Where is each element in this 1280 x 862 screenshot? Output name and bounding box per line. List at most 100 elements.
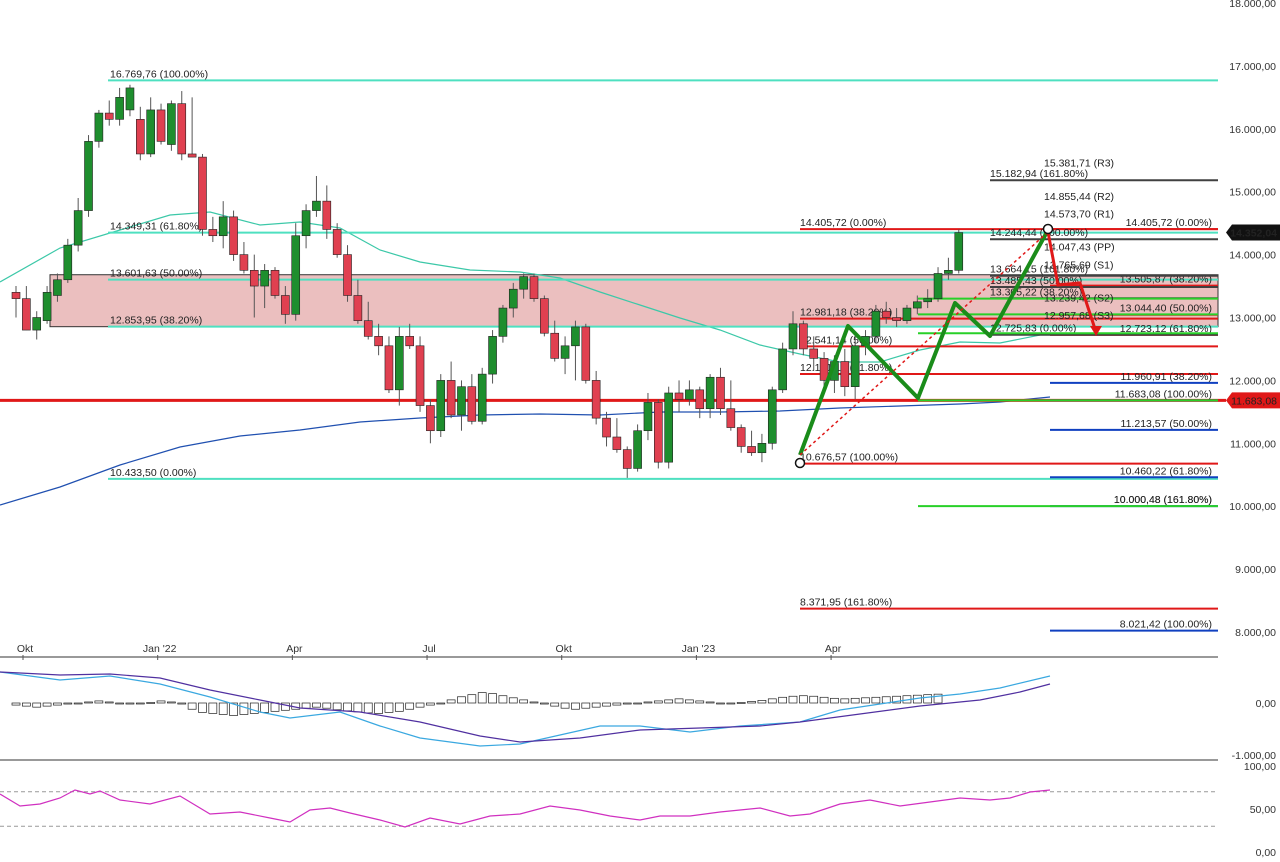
macd-line <box>0 671 1051 743</box>
macd-histogram-bar <box>343 702 352 712</box>
candle-body <box>519 276 528 290</box>
macd-tick-label: -1.000,00 <box>1232 750 1277 762</box>
macd-histogram-bar <box>363 702 373 714</box>
candle-body <box>384 345 394 391</box>
price-axis[interactable]: 18.000,00 17.000,00 16.000,00 15.000,00 14.0… <box>1226 0 1280 639</box>
macd-histogram-bar <box>135 702 145 705</box>
macd-histogram-bar <box>819 696 829 704</box>
candle-body <box>115 97 124 120</box>
macd-histogram-bar <box>602 702 611 707</box>
candle-body <box>301 210 311 237</box>
fib-level-label: 12.725,83 (0.00%) <box>990 323 1076 335</box>
candle-body <box>778 348 787 391</box>
candle-body <box>436 380 446 432</box>
macd-histogram-bar <box>281 702 290 711</box>
candle-body <box>208 229 218 237</box>
candle-body <box>540 298 549 334</box>
macd-histogram-bar <box>332 702 342 711</box>
candle-body <box>198 156 207 230</box>
candle-body <box>156 109 166 142</box>
candle-body <box>363 320 373 337</box>
macd-histogram-bar <box>84 701 93 704</box>
candle-body <box>809 348 819 359</box>
candle-body <box>167 103 176 145</box>
macd-histogram-bar <box>664 699 674 704</box>
fib-level-label: 16.769,76 (100.00%) <box>110 68 208 80</box>
time-label: Apr <box>286 643 303 655</box>
macd-histogram-bar <box>778 696 787 704</box>
candle-body <box>73 210 83 246</box>
fib-level-label: 10.000,48 (161.80%) <box>1114 494 1212 506</box>
candle-body <box>954 232 964 271</box>
candle-body <box>840 361 850 387</box>
macd-histogram-bar <box>198 702 207 713</box>
macd-histogram-bar <box>612 702 622 706</box>
macd-histogram-bar <box>42 702 52 707</box>
candle-body <box>716 376 725 410</box>
candle-body <box>612 436 622 450</box>
candle-body <box>633 430 642 469</box>
macd-histogram-bar <box>581 702 591 709</box>
candle-body <box>550 332 560 359</box>
fib-level-label: 13.601,63 (50.00%) <box>110 268 202 280</box>
green-level-label: 10.000,48 (161.80%) <box>1114 494 1212 506</box>
rsi-tick-label: 50,00 <box>1250 804 1276 816</box>
green-wave-line <box>798 229 1050 456</box>
candle-body <box>136 119 145 155</box>
candle-body <box>508 288 518 309</box>
fib-level-label: 10.460,22 (61.80%) <box>1120 465 1212 477</box>
macd-histogram-bar <box>125 702 135 705</box>
macd-tick-label: 0,00 <box>1256 698 1277 710</box>
fib-level-label: 11.213,57 (50.00%) <box>1121 418 1212 430</box>
fib-level-label: 12.981,18 (38.20%) <box>800 307 892 319</box>
candle-body <box>281 295 290 315</box>
time-label: Jul <box>422 643 435 655</box>
macd-histogram-bar <box>643 701 653 704</box>
macd-histogram-bar <box>695 700 705 704</box>
macd-histogram-bar <box>809 695 819 704</box>
macd-histogram-bar <box>436 702 446 705</box>
macd-histogram-bar <box>674 698 684 704</box>
price-tick-label: 17.000,00 <box>1229 61 1276 73</box>
macd-histogram-bar <box>374 702 383 714</box>
candle-body <box>643 402 653 432</box>
rsi-tick-label: 0,00 <box>1256 847 1277 859</box>
candle-body <box>187 153 197 158</box>
candle-body <box>726 408 736 428</box>
red-dotted-trend <box>799 231 1049 456</box>
candle-body <box>736 427 746 447</box>
macd-histogram-bar <box>788 695 798 704</box>
candle-body <box>685 389 694 400</box>
candle-body <box>871 310 881 337</box>
fib-level-label: 11.960,91 (38.20%) <box>1121 371 1212 383</box>
candle-body <box>415 345 425 406</box>
candle-body <box>767 389 777 444</box>
candle-body <box>239 254 249 271</box>
macd-histogram-bar <box>591 702 601 708</box>
wave-pattern-annotation <box>794 223 1102 469</box>
fib-level-label: 10.676,57 (100.00%) <box>800 452 898 464</box>
macd-histogram-bar <box>187 702 197 710</box>
candle-body <box>944 270 953 274</box>
macd-histogram-bar <box>457 696 466 704</box>
macd-histogram-bar <box>508 697 518 704</box>
candle-body <box>457 386 466 416</box>
candle-body <box>94 112 104 142</box>
candle-body <box>374 336 383 347</box>
macd-histogram-bar <box>799 695 808 704</box>
candle-body <box>788 323 798 350</box>
candle-body <box>322 200 332 230</box>
candle-body <box>622 449 632 469</box>
macd-histogram-bar <box>519 699 528 704</box>
fib-level-label: 12.723,12 (61.80%) <box>1120 323 1212 335</box>
macd-histogram-bar <box>933 693 943 704</box>
macd-histogram-bar <box>229 702 238 716</box>
fib-level-label: 14.405,72 (0.00%) <box>800 217 886 229</box>
red-projection-line <box>1046 231 1098 333</box>
macd-histogram-bar <box>53 702 62 706</box>
candle-body <box>705 376 715 410</box>
macd-histogram-bar <box>830 697 839 704</box>
macd-histogram-bar <box>32 702 42 708</box>
macd-histogram-bar <box>73 702 83 705</box>
candle-body <box>218 216 228 237</box>
